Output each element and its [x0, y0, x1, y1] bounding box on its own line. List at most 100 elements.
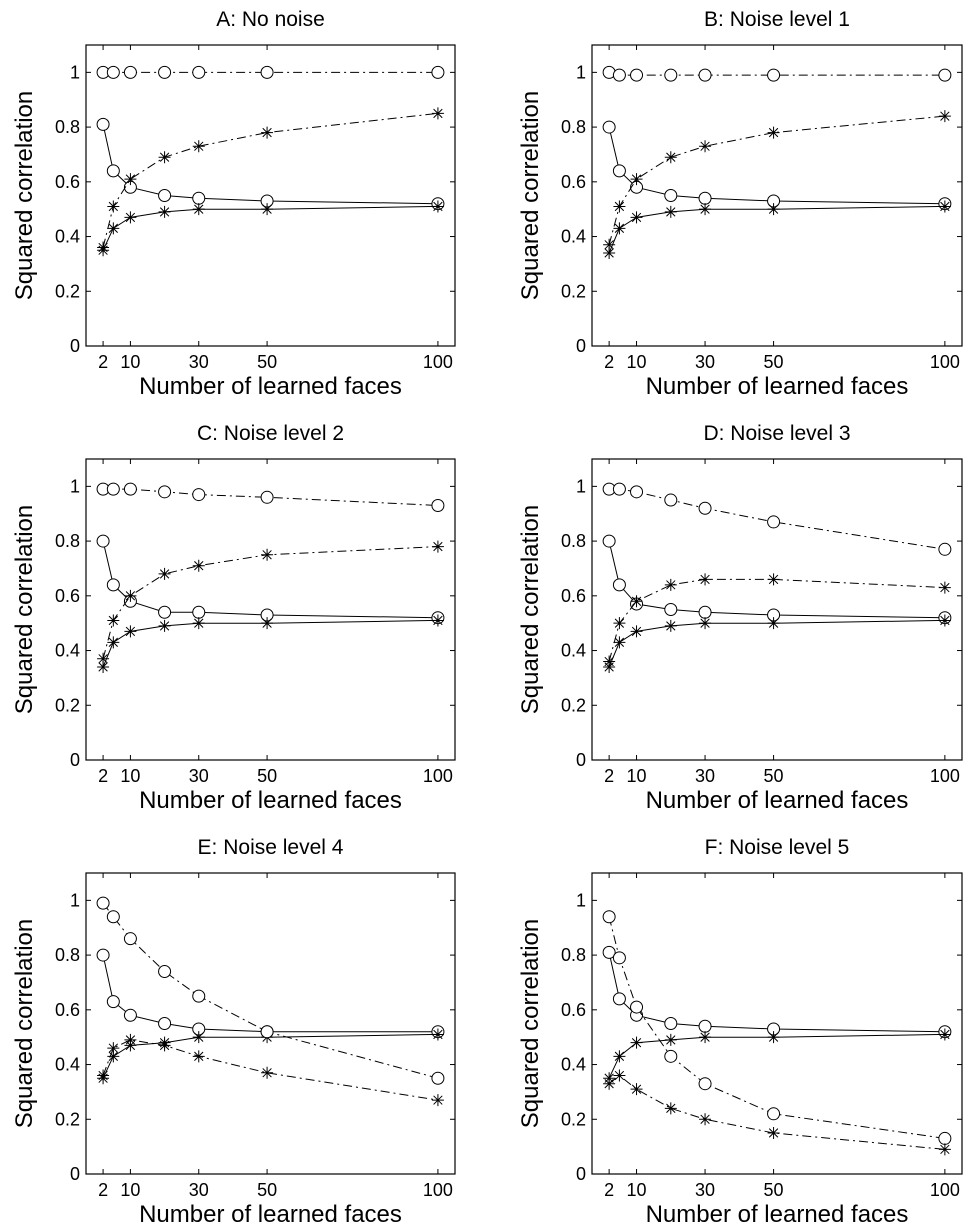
- data-point-circle: [698, 191, 712, 205]
- data-point-star: [124, 211, 137, 224]
- y-tick-label: 0.4: [561, 227, 586, 247]
- data-point-circle: [106, 910, 120, 924]
- y-axis-label: Squared correlation: [517, 505, 544, 714]
- data-point-star: [431, 1028, 444, 1041]
- data-point-star: [261, 548, 274, 561]
- y-tick-label: 0.2: [55, 281, 80, 301]
- y-tick-label: 0.8: [561, 531, 586, 551]
- data-point-star: [431, 1094, 444, 1107]
- x-tick-label: 50: [257, 1180, 277, 1200]
- y-axis-label: Squared correlation: [517, 919, 544, 1128]
- data-point-circle: [612, 951, 626, 965]
- data-point-star: [107, 1050, 120, 1063]
- data-point-star: [124, 625, 137, 638]
- data-point-circle: [602, 120, 616, 134]
- x-tick-label: 50: [764, 1180, 784, 1200]
- data-point-circle: [664, 1049, 678, 1063]
- data-point-star: [431, 107, 444, 120]
- data-point-star: [603, 1077, 616, 1090]
- y-tick-label: 0.6: [561, 586, 586, 606]
- series-line: [102, 540, 438, 619]
- data-point-circle: [767, 68, 781, 82]
- x-tick-label: 100: [423, 766, 453, 786]
- x-tick-label: 2: [98, 1180, 108, 1200]
- x-tick-label: 10: [627, 766, 647, 786]
- y-tick-label: 0: [576, 336, 586, 356]
- y-tick-label: 1: [70, 890, 80, 910]
- y-tick-label: 0.4: [561, 1055, 586, 1075]
- data-point-circle: [602, 534, 616, 548]
- y-tick-label: 0.2: [561, 695, 586, 715]
- x-tick-label: 2: [98, 766, 108, 786]
- data-point-circle: [767, 515, 781, 529]
- data-point-star: [699, 140, 712, 153]
- x-tick-label: 30: [695, 766, 715, 786]
- data-point-star: [664, 578, 677, 591]
- x-tick-label: 2: [604, 766, 614, 786]
- data-point-circle: [431, 499, 445, 513]
- data-point-star: [158, 567, 171, 580]
- data-point-circle: [630, 68, 644, 82]
- series-line: [102, 954, 438, 1033]
- x-tick-label: 50: [257, 352, 277, 372]
- y-tick-label: 0.2: [55, 1109, 80, 1129]
- plot-frame: [591, 458, 963, 761]
- chart-panel: D: Noise level 3 2 10 30 50 100 0 0.2 0.4 0.6 0.8 1…: [517, 422, 963, 814]
- data-point-circle: [938, 1131, 952, 1145]
- data-point-star: [261, 617, 274, 630]
- data-point-star: [664, 1033, 677, 1046]
- chart-title: E: Noise level 4: [198, 836, 344, 859]
- x-tick-label: 30: [189, 352, 209, 372]
- chart-panel: C: Noise level 2 2 10 30 50 100 0 0.2 0.4 0.6 0.8 1…: [11, 422, 456, 814]
- data-point-circle: [123, 482, 137, 496]
- data-point-star: [431, 540, 444, 553]
- data-point-star: [107, 200, 120, 213]
- data-point-star: [158, 151, 171, 164]
- series-line: [608, 619, 945, 668]
- data-point-circle: [698, 1019, 712, 1033]
- data-point-circle: [664, 68, 678, 82]
- data-point-circle: [96, 896, 110, 910]
- data-point-circle: [158, 485, 172, 499]
- y-tick-label: 0.2: [55, 695, 80, 715]
- data-point-star: [613, 1050, 626, 1063]
- plot-frame: [591, 872, 963, 1175]
- y-tick-label: 0: [576, 750, 586, 770]
- data-point-circle: [260, 490, 274, 504]
- x-tick-label: 2: [604, 1180, 614, 1200]
- chart-title: A: No noise: [216, 8, 325, 31]
- data-point-star: [767, 617, 780, 630]
- data-point-circle: [602, 910, 616, 924]
- data-point-circle: [123, 1008, 137, 1022]
- data-point-star: [192, 559, 205, 572]
- x-tick-label: 30: [695, 1180, 715, 1200]
- data-point-circle: [158, 1017, 172, 1030]
- data-point-circle: [106, 164, 120, 178]
- x-tick-label: 30: [189, 766, 209, 786]
- series-line: [608, 205, 945, 254]
- data-point-star: [630, 1036, 643, 1049]
- x-tick-label: 50: [764, 352, 784, 372]
- data-point-circle: [767, 1107, 781, 1121]
- data-point-circle: [260, 1025, 274, 1039]
- data-point-star: [192, 203, 205, 216]
- y-tick-label: 1: [576, 62, 586, 82]
- data-point-star: [192, 140, 205, 153]
- data-point-circle: [106, 995, 120, 1009]
- data-point-star: [699, 1113, 712, 1126]
- plot-frame: [85, 44, 456, 347]
- data-point-star: [603, 655, 616, 668]
- data-point-star: [192, 617, 205, 630]
- data-point-star: [613, 200, 626, 213]
- y-tick-label: 0.4: [55, 227, 80, 247]
- x-axis-label: Number of learned faces: [139, 787, 402, 814]
- x-axis-label: Number of learned faces: [139, 1201, 402, 1228]
- data-point-circle: [612, 482, 626, 496]
- chart-title: C: Noise level 2: [197, 422, 344, 445]
- data-point-star: [107, 614, 120, 627]
- x-tick-label: 50: [764, 766, 784, 786]
- y-tick-label: 0.8: [55, 531, 80, 551]
- y-tick-label: 0.4: [55, 1055, 80, 1075]
- data-point-star: [158, 619, 171, 632]
- data-point-star: [767, 126, 780, 139]
